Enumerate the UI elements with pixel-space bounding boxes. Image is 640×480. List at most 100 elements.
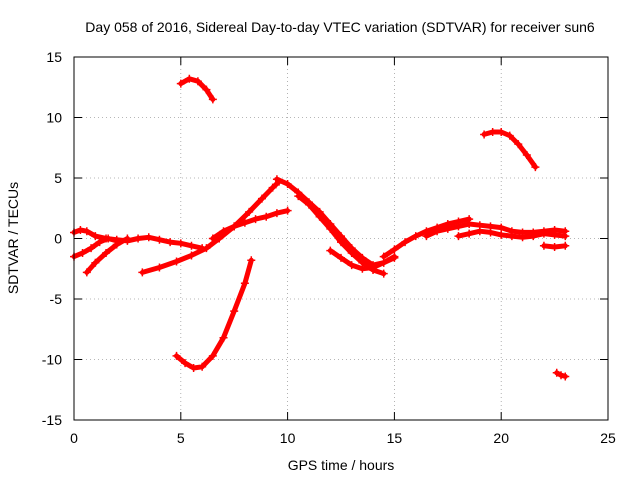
- x-axis-label: GPS time / hours: [288, 457, 395, 473]
- data-point: [486, 228, 495, 237]
- data-point: [219, 227, 228, 236]
- data-point: [185, 74, 194, 83]
- x-tick-label: 20: [493, 430, 509, 446]
- data-point: [561, 372, 570, 381]
- data-point: [272, 209, 281, 218]
- data-point: [208, 351, 217, 360]
- y-tick-label: 5: [54, 170, 62, 186]
- x-tick-label: 10: [280, 430, 296, 446]
- data-point: [144, 233, 153, 242]
- data-point: [219, 333, 228, 342]
- data-point: [283, 206, 292, 215]
- data-point: [390, 245, 399, 254]
- data-point: [411, 232, 420, 241]
- data-point: [176, 239, 185, 248]
- data-point: [262, 212, 271, 221]
- data-point: [82, 268, 91, 277]
- data-point: [155, 235, 164, 244]
- data-point: [518, 233, 527, 242]
- data-point: [102, 249, 111, 258]
- series-track-m: [174, 257, 254, 371]
- data-point: [369, 263, 378, 272]
- data-point: [475, 227, 484, 236]
- data-point: [91, 258, 100, 267]
- data-point: [561, 232, 570, 241]
- data-point: [315, 212, 324, 221]
- data-point: [358, 264, 367, 273]
- data-points: [70, 74, 570, 381]
- data-point: [507, 232, 516, 241]
- y-tick-label: 0: [54, 231, 62, 247]
- data-point: [347, 249, 356, 258]
- data-point: [268, 183, 277, 192]
- data-point: [257, 194, 266, 203]
- data-point: [337, 238, 345, 247]
- x-tick-label: 5: [177, 430, 185, 446]
- data-point: [401, 238, 410, 247]
- data-point: [422, 232, 431, 241]
- data-point: [497, 230, 506, 239]
- data-point: [193, 77, 202, 86]
- data-point: [433, 227, 442, 236]
- data-point: [379, 269, 388, 278]
- data-point: [337, 253, 345, 262]
- x-tick-label: 25: [600, 430, 616, 446]
- data-point: [208, 234, 217, 243]
- series-track-c: [84, 236, 130, 275]
- data-point: [539, 241, 548, 250]
- data-point: [379, 252, 388, 261]
- data-point: [87, 244, 96, 253]
- data-point: [347, 261, 356, 270]
- data-point: [326, 246, 335, 255]
- data-point: [240, 218, 249, 227]
- data-point: [166, 238, 175, 247]
- data-point: [454, 232, 463, 241]
- data-point: [230, 222, 239, 231]
- y-axis-label: SDTVAR / TECUs: [5, 182, 21, 294]
- data-point: [561, 241, 570, 250]
- data-point: [550, 230, 559, 239]
- data-point: [91, 232, 100, 241]
- data-point: [155, 263, 164, 272]
- data-point: [82, 227, 91, 236]
- data-point: [123, 234, 132, 243]
- data-point: [505, 131, 514, 140]
- data-point: [104, 234, 113, 243]
- data-point: [187, 251, 196, 260]
- y-tick-label: -15: [42, 412, 62, 428]
- y-tick-label: -10: [42, 352, 62, 368]
- x-tick-label: 0: [70, 430, 78, 446]
- data-point: [552, 368, 561, 377]
- data-point: [134, 234, 143, 243]
- data-point: [202, 244, 211, 253]
- data-point: [198, 362, 207, 371]
- series-track-d: [139, 179, 282, 275]
- data-point: [176, 79, 185, 88]
- data-point: [497, 128, 506, 137]
- data-point: [172, 351, 181, 360]
- data-point: [304, 200, 313, 209]
- data-point: [443, 224, 452, 233]
- data-point: [78, 249, 87, 258]
- data-point: [531, 163, 540, 172]
- data-point: [76, 226, 85, 235]
- data-point: [95, 238, 104, 247]
- data-point: [245, 207, 254, 216]
- data-point: [240, 279, 249, 288]
- data-point: [247, 256, 256, 265]
- chart-title: Day 058 of 2016, Sidereal Day-to-day VTE…: [85, 19, 595, 35]
- data-point: [465, 219, 474, 228]
- data-point: [272, 175, 281, 184]
- data-point: [187, 241, 196, 250]
- data-point: [529, 232, 538, 241]
- data-point: [557, 371, 566, 380]
- data-point: [465, 229, 474, 238]
- data-point: [480, 130, 489, 139]
- data-point: [514, 140, 523, 149]
- x-tick-label: 15: [387, 430, 403, 446]
- data-point: [181, 359, 190, 368]
- data-point: [522, 151, 531, 160]
- data-point: [488, 128, 497, 137]
- data-point: [112, 240, 121, 249]
